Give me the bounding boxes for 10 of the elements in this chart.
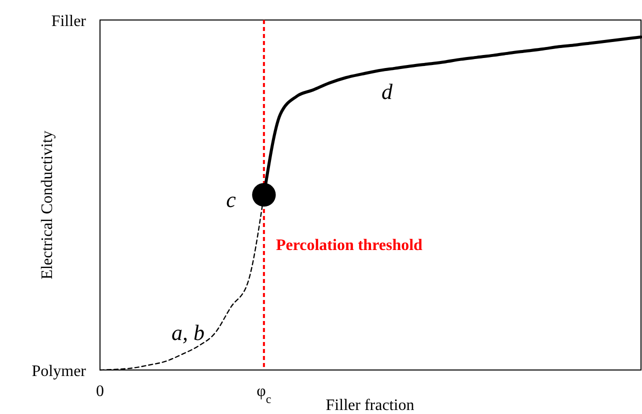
x-tick-label: φ$_{c}$: [256, 383, 272, 406]
ref-line-label: Percolation threshold: [276, 237, 423, 254]
text: Polymer: [32, 363, 87, 380]
text: Filler: [51, 13, 87, 30]
annotation: c: [226, 187, 236, 212]
y-axis-title: Electrical Conductivity: [39, 130, 56, 280]
annotation: d: [382, 79, 394, 104]
x-axis-title: Filler fraction: [326, 397, 414, 414]
x-tick-label: 0: [96, 383, 104, 400]
annotation: a, b: [172, 320, 204, 345]
